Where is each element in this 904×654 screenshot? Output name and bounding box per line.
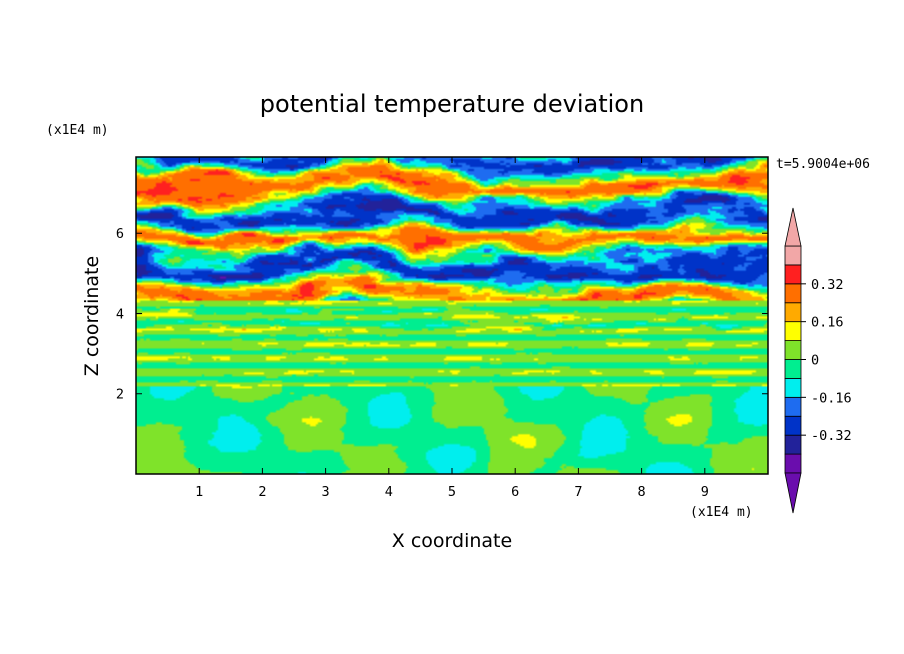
colorbar-label: 0.16 — [811, 315, 844, 331]
x-tick-label: 7 — [574, 484, 582, 500]
x-tick-label: 6 — [511, 484, 519, 500]
x-tick-label: 5 — [448, 484, 456, 500]
x-tick-label: 1 — [195, 484, 203, 500]
colorbar-band — [784, 302, 802, 323]
x-tick-label: 9 — [701, 484, 709, 500]
colorbar-band — [784, 359, 802, 379]
y-unit-label: (x1E4 m) — [46, 123, 109, 138]
x-tick-label: 2 — [258, 484, 266, 500]
x-tick-label: 8 — [638, 484, 646, 500]
colorbar-label: -0.32 — [811, 428, 852, 444]
colorbar-extend-top — [784, 207, 802, 247]
chart-title: potential temperature deviation — [260, 90, 644, 118]
colorbar-label: 0 — [811, 353, 819, 369]
colorbar-band — [784, 453, 802, 474]
colorbar-band — [784, 283, 802, 304]
y-axis: 2 4 6 — [116, 226, 768, 403]
colorbar-band — [784, 264, 802, 285]
x-unit-label: (x1E4 m) — [690, 505, 753, 520]
colorbar-band — [784, 396, 802, 417]
x-tick-label: 4 — [385, 484, 393, 500]
colorbar: 0.32 0.16 0 -0.16 -0.32 — [784, 207, 852, 514]
colorbar-label: 0.32 — [811, 277, 844, 293]
time-label: t=5.9004e+06 — [776, 157, 870, 172]
y-tick-label: 4 — [116, 306, 124, 322]
colorbar-band — [784, 321, 802, 341]
y-tick-label: 6 — [116, 226, 124, 242]
x-axis: 1 2 3 4 5 6 7 8 9 — [195, 157, 709, 500]
x-axis-label: X coordinate — [392, 530, 512, 552]
colorbar-band — [784, 415, 802, 436]
colorbar-band — [784, 245, 802, 266]
contour-field — [136, 157, 768, 474]
colorbar-band — [784, 378, 802, 398]
colorbar-label: -0.16 — [811, 390, 852, 406]
y-axis-label: Z coordinate — [81, 256, 103, 376]
colorbar-band — [784, 340, 802, 360]
colorbar-band — [784, 434, 802, 455]
colorbar-extend-bottom — [784, 472, 802, 514]
x-tick-label: 3 — [322, 484, 330, 500]
y-tick-label: 2 — [116, 387, 124, 403]
contour-image — [136, 157, 768, 474]
